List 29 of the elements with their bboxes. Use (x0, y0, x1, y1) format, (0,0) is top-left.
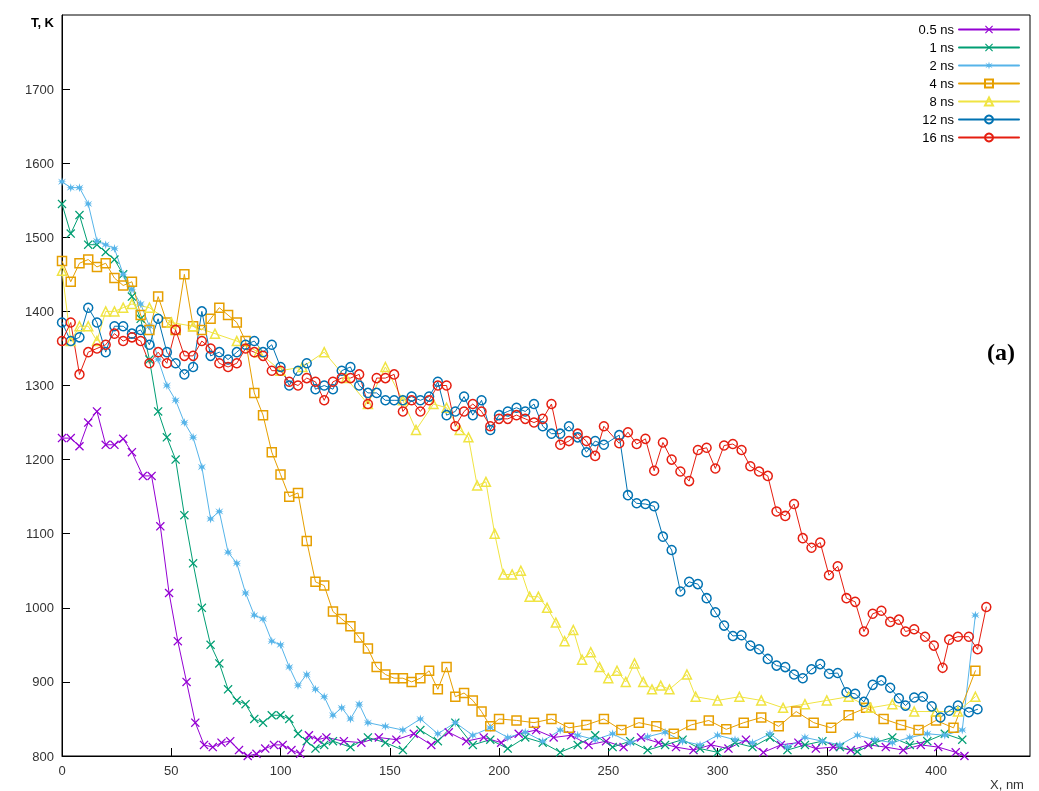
y-tick-label: 1600 (25, 155, 54, 171)
legend-label: 2 ns (929, 58, 955, 73)
x-tick-label: 400 (925, 763, 947, 778)
legend-label: 16 ns (922, 130, 955, 145)
x-tick-label: 350 (815, 763, 838, 778)
y-tick-label: 1400 (25, 303, 54, 319)
legend-label: 1 ns (929, 40, 955, 55)
y-tick-label: 1000 (25, 600, 54, 616)
x-tick-label: 250 (597, 763, 620, 778)
y-tick-label: 1300 (25, 378, 54, 393)
y-tick-label: 1200 (25, 452, 54, 468)
y-axis-title: T, K (30, 15, 55, 30)
y-tick-label: 1500 (25, 229, 54, 245)
y-tick-label: 1100 (26, 526, 54, 542)
legend-label: 12 ns (922, 112, 955, 127)
y-tick-label: 1700 (25, 81, 54, 97)
x-axis-title: X, nm (990, 777, 1024, 791)
x-tick-label: 0 (58, 763, 66, 778)
legend-label: 4 ns (929, 76, 955, 91)
x-tick-label: 50 (164, 763, 179, 778)
annotation: (a) (987, 339, 1015, 365)
legend-label: 0.5 ns (918, 22, 955, 37)
y-tick-label: 900 (32, 674, 54, 690)
y-tick-label: 800 (32, 748, 54, 764)
x-tick-label: 300 (706, 763, 729, 778)
x-tick-label: 100 (269, 763, 292, 778)
x-tick-label: 150 (378, 763, 401, 778)
x-tick-label: 200 (488, 763, 510, 778)
legend-label: 8 ns (929, 94, 955, 109)
